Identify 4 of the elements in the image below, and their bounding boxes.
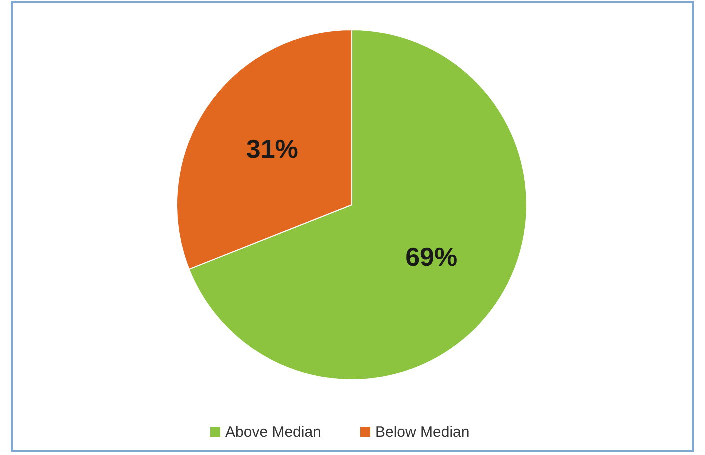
data-label: 31% <box>246 134 298 164</box>
legend-label: Below Median <box>376 424 470 441</box>
legend-label: Above Median <box>226 424 322 441</box>
data-label: 69% <box>406 242 458 272</box>
